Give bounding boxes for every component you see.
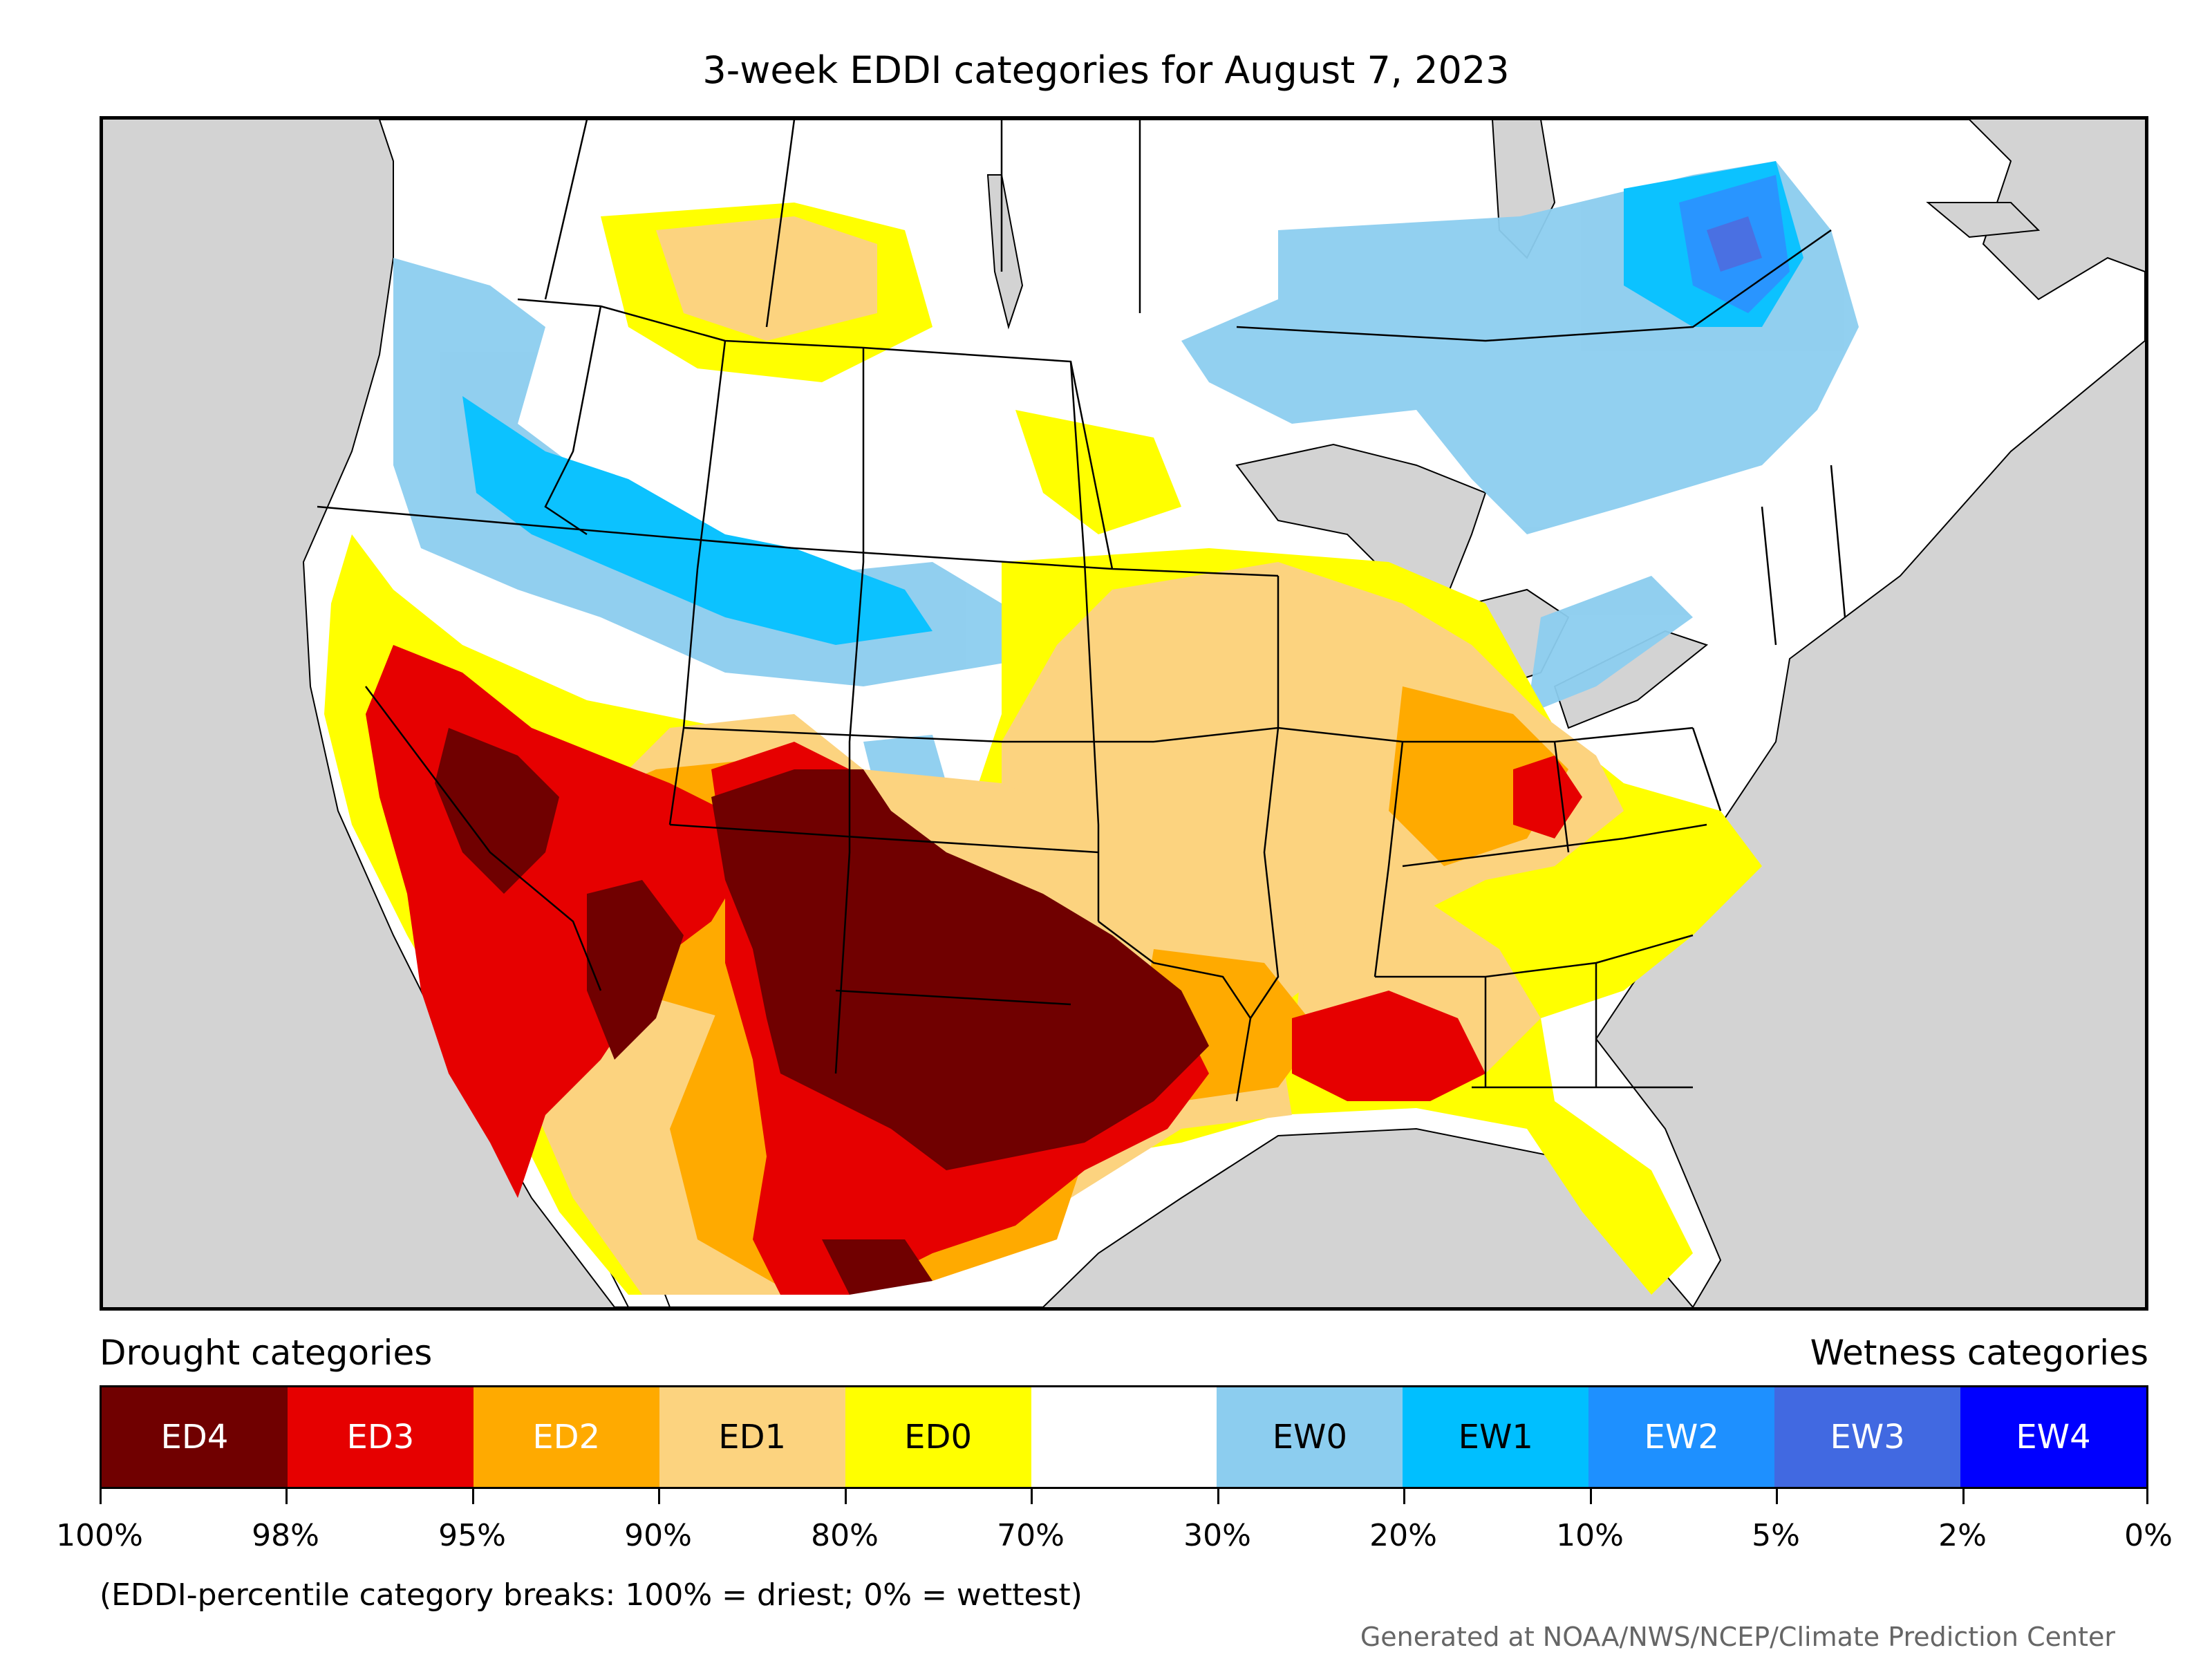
footnote: (EDDI-percentile category breaks: 100% =… bbox=[100, 1577, 1082, 1613]
colorbar-tick bbox=[658, 1489, 660, 1504]
colorbar-tick bbox=[1217, 1489, 1219, 1504]
colorbar-tick-labels: 100% 98% 95% 90% 80% 70% 30% 20% 10% 5% 2% 0% bbox=[56, 1518, 2173, 1559]
wetness-patches bbox=[393, 161, 1859, 797]
colorbar-cell-ew0: EW0 bbox=[1217, 1387, 1403, 1487]
political-boundaries bbox=[317, 120, 1846, 1102]
map-canvas bbox=[302, 120, 2145, 1307]
colorbar-tick bbox=[100, 1489, 102, 1504]
colorbar-tick-label: 5% bbox=[1752, 1518, 1800, 1553]
colorbar-tick-label: 80% bbox=[811, 1518, 879, 1553]
wetness-categories-title: Wetness categories bbox=[1810, 1333, 2148, 1373]
colorbar-tick bbox=[1962, 1489, 1965, 1504]
colorbar-tick-label: 30% bbox=[1183, 1518, 1251, 1553]
colorbar-tick-label: 2% bbox=[1938, 1518, 1987, 1553]
eddi-map bbox=[100, 116, 2148, 1311]
colorbar-ticks bbox=[100, 1489, 2148, 1504]
colorbar-tick bbox=[2146, 1489, 2148, 1504]
colorbar-cell-ew3: EW3 bbox=[1774, 1387, 1961, 1487]
colorbar-cell-ew2: EW2 bbox=[1588, 1387, 1775, 1487]
colorbar-cell-ew1: EW1 bbox=[1403, 1387, 1589, 1487]
colorbar-cell-ew4: EW4 bbox=[1960, 1387, 2146, 1487]
colorbar-cell-ed3: ED3 bbox=[287, 1387, 474, 1487]
colorbar-tick bbox=[1590, 1489, 1592, 1504]
colorbar-tick-label: 90% bbox=[624, 1518, 692, 1553]
colorbar-cell-ed0: ED0 bbox=[845, 1387, 1031, 1487]
colorbar-tick-label: 10% bbox=[1556, 1518, 1624, 1553]
colorbar-tick bbox=[285, 1489, 288, 1504]
colorbar-tick-label: 95% bbox=[438, 1518, 506, 1553]
colorbar-tick-label: 70% bbox=[997, 1518, 1065, 1553]
colorbar-tick-label: 100% bbox=[56, 1518, 143, 1553]
colorbar-tick bbox=[1031, 1489, 1033, 1504]
colorbar-tick bbox=[472, 1489, 474, 1504]
map-title: 3-week EDDI categories for August 7, 202… bbox=[702, 48, 1510, 92]
colorbar-cell-ed2: ED2 bbox=[473, 1387, 659, 1487]
drought-categories-title: Drought categories bbox=[100, 1333, 433, 1373]
colorbar-tick-label: 98% bbox=[252, 1518, 319, 1553]
colorbar-tick bbox=[1776, 1489, 1778, 1504]
colorbar-tick bbox=[845, 1489, 847, 1504]
colorbar-tick bbox=[1403, 1489, 1405, 1504]
colorbar-tick-label: 20% bbox=[1369, 1518, 1437, 1553]
colorbar-cell-ed1: ED1 bbox=[659, 1387, 845, 1487]
colorbar-cell-neutral bbox=[1031, 1387, 1217, 1487]
credit-line: Generated at NOAA/NWS/NCEP/Climate Predi… bbox=[1360, 1622, 2115, 1652]
category-colorbar: ED4 ED3 ED2 ED1 ED0 EW0 EW1 EW2 EW3 EW4 bbox=[100, 1385, 2148, 1489]
colorbar-tick-label: 0% bbox=[2124, 1518, 2173, 1553]
colorbar-cell-ed4: ED4 bbox=[102, 1387, 288, 1487]
